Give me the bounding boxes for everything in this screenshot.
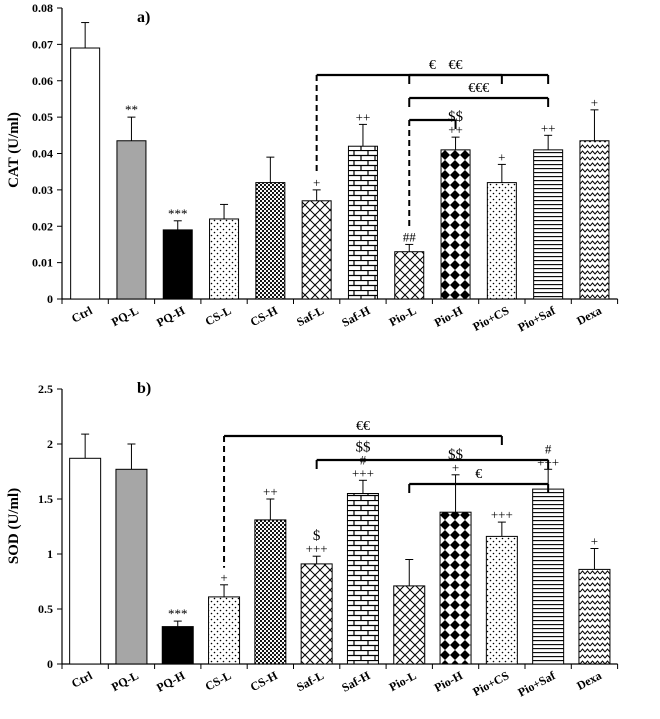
significance-mark: ++	[541, 120, 556, 135]
x-tick-label: PQ-H	[154, 303, 188, 330]
bar-ctrl	[69, 457, 102, 665]
bar-pq-h	[162, 229, 193, 300]
significance-mark: $$	[448, 109, 464, 125]
x-tick-label: Pio-L	[387, 668, 419, 694]
y-tick-label: 2.5	[38, 382, 53, 396]
y-tick-label: 0.08	[32, 1, 53, 15]
x-tick-label: CS-L	[203, 303, 234, 328]
y-tick-label: 0.02	[32, 219, 53, 233]
significance-mark: +	[498, 149, 505, 164]
significance-mark: +	[313, 175, 320, 190]
panel-a-ylabel: CAT (U/ml)	[6, 112, 22, 188]
bar-dexa	[579, 140, 610, 300]
bar-dexa	[578, 568, 611, 665]
significance-mark: $$	[448, 447, 464, 463]
x-tick-label: Pio-H	[432, 303, 466, 330]
bar-cs-h	[254, 519, 287, 665]
bar-saf-h	[347, 145, 378, 300]
x-tick-label: Pio-H	[432, 668, 466, 695]
panel-b-ylabel: SOD (U/ml)	[6, 488, 22, 564]
significance-mark: **	[125, 102, 138, 117]
significance-mark: $	[313, 528, 321, 544]
significance-mark: ***	[168, 206, 188, 221]
panel-a-label: a)	[137, 9, 150, 26]
y-tick-label: 2	[47, 437, 53, 451]
y-tick-label: 0.04	[32, 147, 53, 161]
significance-mark: +++	[306, 541, 328, 556]
x-tick-label: Ctrl	[69, 668, 95, 691]
significance-mark: +	[591, 95, 598, 110]
bar-pio-cs	[485, 535, 518, 665]
x-tick-label: Ctrl	[69, 303, 95, 326]
bar-pio-saf	[533, 149, 564, 300]
bar-ctrl	[70, 47, 101, 300]
x-tick-label: CS-H	[248, 303, 280, 329]
bar-pq-l	[115, 468, 148, 665]
bar-cs-h	[255, 182, 286, 300]
bar-pio-cs	[486, 182, 517, 300]
significance-mark: ++	[448, 122, 463, 137]
panel-b: b) SOD (U/ml) 0 0.5 1 1.5 2 2.5 Ctrl PQ-L PQ-H **…	[6, 380, 619, 700]
y-tick-label: 0.07	[32, 37, 53, 51]
bracket-label: €€€	[468, 81, 489, 96]
bar-pio-h	[439, 511, 472, 665]
x-tick-label: PQ-L	[109, 303, 141, 329]
bracket-label: €	[475, 467, 482, 482]
significance-mark: ++	[263, 484, 278, 499]
significance-mark: +	[591, 534, 598, 549]
y-tick-label: 1	[47, 547, 53, 561]
x-tick-label: Pio+Saf	[516, 303, 559, 335]
bar-cs-l	[208, 596, 241, 665]
bar-saf-l	[301, 200, 332, 300]
x-tick-label: Saf-L	[294, 668, 326, 694]
bar-pio-saf	[532, 488, 565, 665]
panel-a: a) CAT (U/ml) 00.010.020.030.040.050.060…	[6, 1, 619, 335]
x-tick-label: Saf-H	[339, 668, 373, 695]
y-tick-label: 0.05	[32, 110, 53, 124]
panel-b-label: b)	[137, 380, 151, 397]
panel-a-axes: 0 0.01 0.02 0.03 0.04 0.05 0.06 0.07 0.08 Ctrl PQ-…	[32, 1, 619, 335]
significance-mark: +	[452, 460, 459, 475]
bar-pio-l	[394, 251, 425, 300]
significance-mark: ***	[168, 606, 188, 621]
significance-mark: #	[545, 441, 552, 456]
significance-mark: ++	[356, 109, 371, 124]
x-tick-label: Pio+CS	[470, 668, 511, 699]
x-tick-label: Saf-L	[294, 303, 326, 329]
y-tick-label: 0.01	[32, 256, 53, 270]
y-tick-label: 1.5	[38, 492, 53, 506]
x-tick-label: Saf-H	[339, 303, 373, 330]
x-tick-label: Pio+Saf	[516, 668, 559, 700]
significance-mark: +++	[352, 465, 374, 480]
x-tick-label: Pio+CS	[470, 303, 511, 334]
y-tick-label: 0.5	[38, 602, 53, 616]
x-tick-label: PQ-L	[109, 668, 141, 694]
bar-saf-h	[346, 493, 379, 665]
bar-pio-h	[440, 149, 471, 300]
x-tick-label: CS-L	[203, 668, 234, 693]
bar-saf-l	[300, 563, 333, 665]
significance-mark: +++	[491, 507, 513, 522]
x-tick-label: Pio-L	[387, 303, 419, 329]
significance-mark: +	[220, 570, 227, 585]
y-tick-label: 0.03	[32, 183, 53, 197]
x-tick-label: Dexa	[574, 303, 604, 328]
significance-mark: $$	[355, 439, 371, 455]
bar-pq-h	[161, 626, 194, 665]
y-tick-label: 0	[47, 292, 53, 306]
x-tick-label: Dexa	[574, 668, 604, 693]
x-tick-label: PQ-H	[154, 668, 188, 695]
bar-pq-l	[116, 140, 147, 300]
x-tick-label: CS-H	[248, 668, 280, 694]
bracket-label: €	[429, 58, 436, 73]
bar-pio-l	[393, 585, 426, 665]
bracket-label: €€	[356, 419, 370, 434]
bar-cs-l	[209, 218, 240, 300]
significance-mark: ##	[403, 229, 417, 244]
bracket-label: €€	[449, 58, 463, 73]
y-tick-label: 0	[47, 657, 53, 671]
y-tick-label: 0.06	[32, 74, 53, 88]
